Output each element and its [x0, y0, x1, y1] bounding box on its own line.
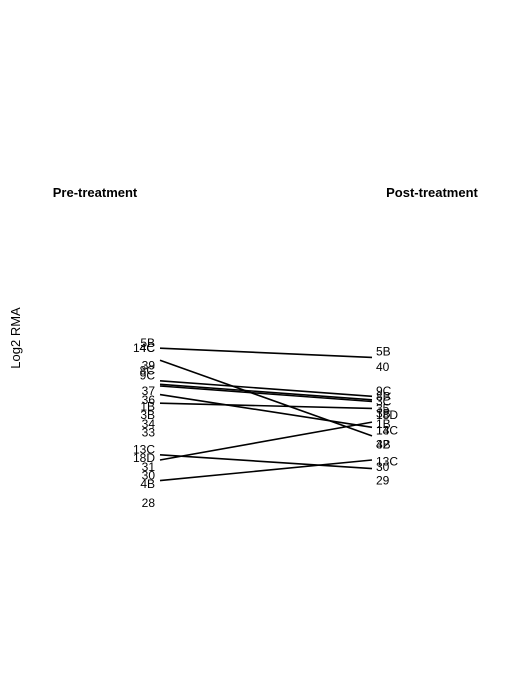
pre-label-13: 13C [133, 443, 155, 457]
pre-treatment-header: Pre-treatment [53, 185, 138, 200]
slope-line-2 [159, 359, 373, 437]
post-label-11: 13 [376, 424, 390, 438]
pre-label-15: 31 [142, 460, 156, 474]
pre-label-9: 1B [140, 400, 155, 414]
pre-label-14: 18D [133, 451, 155, 465]
post-treatment-header: Post-treatment [386, 185, 478, 200]
slope-line-1 [159, 347, 373, 359]
post-label-8: 18D [376, 408, 398, 422]
post-label-14: 13C [376, 455, 398, 469]
post-label-16: 29 [376, 474, 390, 488]
slope-line-7 [159, 402, 373, 410]
pre-label-4: 39 [142, 358, 156, 372]
pre-label-17: 4B [140, 477, 155, 491]
slope-line-6 [159, 393, 373, 429]
y-axis-label: Log2 RMA [8, 307, 23, 369]
pre-label-18: 28 [142, 496, 156, 510]
post-label-2: 40 [376, 360, 390, 374]
post-label-7: 3B [376, 407, 391, 421]
pre-label-16: 30 [142, 468, 156, 482]
pre-label-2: 14C [133, 341, 155, 355]
post-label-15: 30 [376, 460, 390, 474]
pre-label-11: 34 [142, 417, 156, 431]
pre-label-6: 9C [140, 369, 156, 383]
post-label-5: 3C [376, 395, 392, 409]
pre-label-3: 4C [140, 341, 156, 355]
slope-line-5 [159, 385, 373, 403]
post-label-3: 9C [376, 384, 392, 398]
pre-label-7: 37 [142, 384, 156, 398]
post-label-13: 4B [376, 438, 391, 452]
slope-line-10 [159, 459, 373, 482]
slope-lines [159, 347, 373, 482]
post-label-6: 35 [376, 401, 390, 415]
post-label-12: 32 [376, 438, 390, 452]
pre-label-1: 5B [140, 336, 155, 350]
slope-line-4 [159, 383, 373, 401]
slope-line-8 [159, 454, 373, 470]
post-label-4: 8B [376, 389, 391, 403]
post-label-1: 5B [376, 345, 391, 359]
pre-label-10: 3B [140, 408, 155, 422]
post-label-9: 1B [376, 417, 391, 431]
slope-line-9 [159, 421, 373, 461]
post-label-10: 14C [376, 424, 398, 438]
pre-label-8: 36 [142, 393, 156, 407]
pre-label-5: 8C [140, 364, 156, 378]
slope-line-3 [159, 380, 373, 398]
pre-label-12: 33 [142, 425, 156, 439]
